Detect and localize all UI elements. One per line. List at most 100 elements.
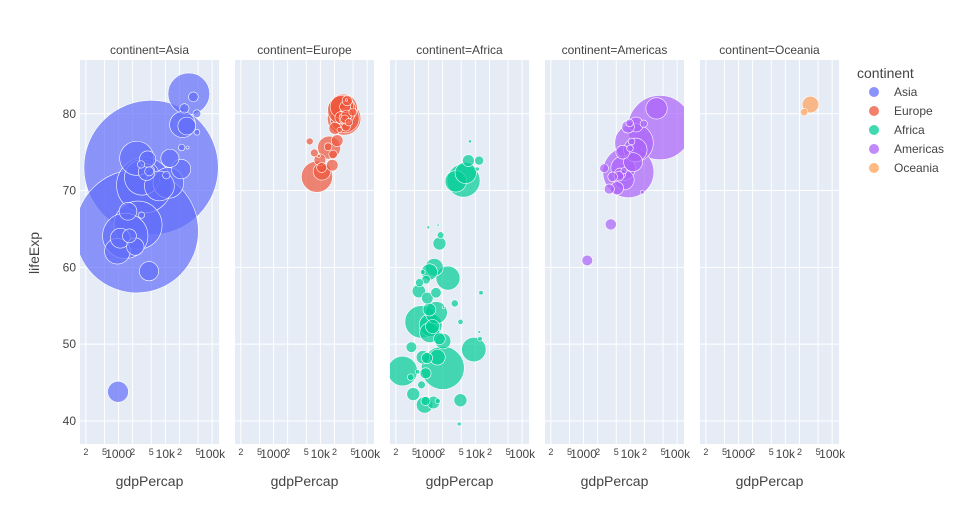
data-point[interactable]	[450, 299, 459, 308]
data-point[interactable]	[639, 119, 648, 128]
data-point[interactable]	[414, 369, 421, 375]
legend-label: Oceania	[894, 161, 939, 175]
data-point[interactable]	[417, 380, 426, 390]
data-point[interactable]	[405, 341, 418, 353]
x-tick-label: 5	[196, 447, 201, 457]
data-point[interactable]	[326, 159, 339, 172]
data-point[interactable]	[160, 148, 180, 168]
data-point[interactable]	[640, 189, 645, 195]
data-point[interactable]	[625, 118, 634, 128]
data-point[interactable]	[478, 290, 484, 296]
data-point[interactable]	[453, 393, 468, 408]
data-point[interactable]	[192, 109, 202, 118]
data-point[interactable]	[425, 319, 440, 334]
legend-items: Asia Europe Africa Americas Oceania	[869, 85, 944, 175]
data-point[interactable]	[420, 396, 431, 406]
data-point[interactable]	[620, 167, 628, 174]
data-point[interactable]	[607, 171, 618, 182]
data-point[interactable]	[415, 278, 424, 288]
data-point[interactable]	[436, 223, 440, 227]
data-point[interactable]	[461, 336, 487, 363]
data-point[interactable]	[144, 166, 155, 177]
data-point[interactable]	[456, 421, 462, 427]
data-point[interactable]	[645, 97, 668, 120]
data-point[interactable]	[604, 218, 617, 231]
data-point[interactable]	[193, 128, 201, 136]
data-point[interactable]	[344, 118, 353, 127]
data-point[interactable]	[421, 291, 434, 305]
legend-item-europe[interactable]: Europe	[869, 104, 933, 118]
data-point[interactable]	[457, 318, 464, 325]
data-point[interactable]	[178, 143, 186, 152]
data-point[interactable]	[305, 137, 314, 146]
data-point[interactable]	[800, 108, 809, 117]
data-point[interactable]	[474, 166, 480, 172]
facet-title: continent=Asia	[110, 43, 189, 57]
data-point[interactable]	[316, 162, 327, 173]
data-point[interactable]	[581, 254, 593, 267]
legend-item-americas[interactable]: Americas	[869, 142, 944, 156]
x-tick-label: 10k	[621, 447, 641, 461]
data-point[interactable]	[323, 142, 333, 152]
data-point[interactable]	[179, 103, 190, 114]
data-point[interactable]	[336, 126, 343, 133]
data-point[interactable]	[420, 269, 426, 275]
data-point[interactable]	[107, 381, 129, 403]
data-point[interactable]	[603, 183, 615, 195]
data-point[interactable]	[328, 149, 338, 160]
data-point[interactable]	[419, 367, 432, 380]
data-point[interactable]	[477, 336, 483, 342]
data-point[interactable]	[477, 330, 482, 334]
data-point[interactable]	[421, 352, 433, 364]
data-point[interactable]	[615, 144, 630, 160]
x-tick-label: 5	[506, 447, 511, 457]
x-tick-label: 2	[393, 447, 398, 457]
data-point[interactable]	[422, 302, 437, 317]
data-point[interactable]	[426, 225, 431, 230]
data-point[interactable]	[434, 398, 441, 404]
data-point[interactable]	[407, 373, 415, 381]
data-point[interactable]	[462, 154, 475, 167]
data-point[interactable]	[474, 155, 484, 166]
data-point[interactable]	[599, 163, 609, 174]
series-americas	[581, 95, 684, 267]
data-point[interactable]	[468, 139, 472, 144]
data-point[interactable]	[627, 137, 636, 146]
legend-item-africa[interactable]: Africa	[869, 123, 925, 137]
data-point[interactable]	[188, 91, 199, 103]
data-point[interactable]	[316, 154, 321, 158]
series-asia	[80, 72, 219, 403]
x-axis-title: gdpPercap	[426, 473, 494, 489]
legend-item-oceania[interactable]: Oceania	[869, 161, 939, 175]
data-point[interactable]	[122, 228, 137, 244]
data-point[interactable]	[118, 202, 138, 221]
x-tick-label: 2	[130, 447, 135, 457]
data-point[interactable]	[330, 134, 344, 147]
x-tick-label: 2	[238, 447, 243, 457]
data-point[interactable]	[138, 211, 146, 219]
legend-label: Americas	[894, 142, 944, 156]
data-point[interactable]	[185, 145, 190, 150]
data-point[interactable]	[388, 355, 418, 387]
data-point[interactable]	[137, 160, 146, 169]
data-point[interactable]	[623, 152, 643, 172]
data-point[interactable]	[432, 236, 447, 251]
data-point[interactable]	[162, 171, 171, 180]
data-point[interactable]	[436, 231, 445, 239]
data-point[interactable]	[406, 387, 421, 401]
data-point[interactable]	[441, 305, 446, 309]
x-tick-label: 2	[595, 447, 600, 457]
x-tick-label: 5	[567, 447, 572, 457]
legend-item-asia[interactable]: Asia	[869, 85, 918, 99]
data-point[interactable]	[430, 287, 442, 299]
legend: continent Asia Europe Africa Americas Oceani…	[857, 65, 944, 175]
data-point[interactable]	[344, 98, 348, 102]
data-point[interactable]	[177, 116, 197, 136]
data-point[interactable]	[310, 148, 319, 158]
data-point[interactable]	[433, 332, 446, 345]
data-point[interactable]	[348, 107, 358, 117]
data-point[interactable]	[801, 95, 820, 114]
data-point[interactable]	[626, 144, 634, 152]
data-point[interactable]	[139, 261, 159, 282]
